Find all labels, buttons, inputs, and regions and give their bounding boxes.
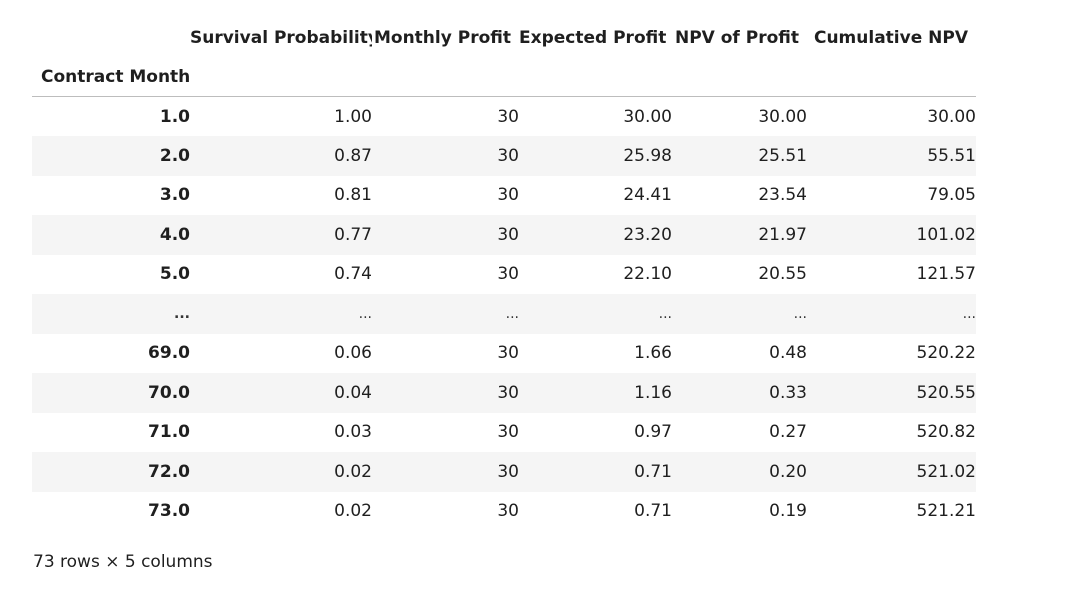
cell-npv-of-profit: 0.19	[769, 501, 807, 522]
cell-cumulative-npv: 520.82	[916, 422, 976, 443]
cell-survival-probability: 0.06	[334, 343, 372, 364]
dataframe-table: Survival Probability Monthly Profit Expe…	[32, 18, 976, 531]
column-header: Expected Profit	[519, 27, 667, 48]
cell-expected-profit: 0.71	[634, 501, 672, 522]
cell-npv-of-profit: 25.51	[758, 145, 807, 166]
column-header: NPV of Profit	[674, 27, 799, 48]
cell-survival-probability: 0.04	[334, 382, 372, 403]
cell-expected-profit: 1.66	[634, 343, 672, 364]
row-index: 72.0	[148, 461, 190, 482]
table-shape-caption: 73 rows × 5 columns	[33, 552, 213, 572]
row-index: 5.0	[159, 264, 190, 285]
cell-npv-of-profit: 30.00	[758, 106, 807, 127]
cell-cumulative-npv: 101.02	[916, 224, 976, 245]
header-blank	[372, 57, 519, 97]
index-header-row: Contract Month	[32, 57, 976, 97]
cell-expected-profit: 24.41	[623, 185, 672, 206]
dataframe-output: Survival Probability Monthly Profit Expe…	[32, 18, 976, 531]
row-index: 2.0	[159, 145, 190, 166]
table-row: 3.0 0.81 30 24.41 23.54 79.05	[32, 176, 976, 216]
cell-expected-profit: 0.97	[634, 422, 672, 443]
table-row: 71.0 0.03 30 0.97 0.27 520.82	[32, 413, 976, 453]
cell-expected-profit: 22.10	[623, 264, 672, 285]
cell-monthly-profit: ...	[505, 305, 519, 322]
cell-cumulative-npv: 79.05	[927, 185, 976, 206]
cell-cumulative-npv: 55.51	[927, 145, 976, 166]
table-row: 2.0 0.87 30 25.98 25.51 55.51	[32, 136, 976, 176]
cell-monthly-profit: 30	[497, 224, 519, 245]
cell-monthly-profit: 30	[497, 106, 519, 127]
table-row: 72.0 0.02 30 0.71 0.20 521.02	[32, 452, 976, 492]
column-header-row: Survival Probability Monthly Profit Expe…	[32, 18, 976, 57]
table-row: 4.0 0.77 30 23.20 21.97 101.02	[32, 215, 976, 255]
cell-survival-probability: 0.02	[334, 501, 372, 522]
cell-cumulative-npv: 520.55	[916, 382, 976, 403]
cell-monthly-profit: 30	[497, 501, 519, 522]
row-index: 3.0	[159, 185, 190, 206]
cell-npv-of-profit: 0.33	[769, 382, 807, 403]
cell-survival-probability: 1.00	[334, 106, 372, 127]
cell-expected-profit: 0.71	[634, 461, 672, 482]
header-blank	[807, 57, 976, 97]
cell-npv-of-profit: ...	[793, 305, 807, 322]
cell-cumulative-npv: 121.57	[916, 264, 976, 285]
table-row: 70.0 0.04 30 1.16 0.33 520.55	[32, 373, 976, 413]
row-index: 71.0	[148, 422, 190, 443]
cell-survival-probability: 0.74	[334, 264, 372, 285]
cell-cumulative-npv: ...	[962, 305, 976, 322]
cell-expected-profit: 23.20	[623, 224, 672, 245]
cell-cumulative-npv: 521.02	[916, 461, 976, 482]
cell-monthly-profit: 30	[497, 461, 519, 482]
table-row: 73.0 0.02 30 0.71 0.19 521.21	[32, 492, 976, 532]
cell-expected-profit: 1.16	[634, 382, 672, 403]
column-header: Monthly Profit	[373, 27, 511, 48]
row-index: 1.0	[159, 106, 190, 127]
cell-survival-probability: 0.81	[334, 185, 372, 206]
table-row: 1.0 1.00 30 30.00 30.00 30.00	[32, 97, 976, 137]
cell-survival-probability: 0.87	[334, 145, 372, 166]
cell-npv-of-profit: 20.55	[758, 264, 807, 285]
table-row: 69.0 0.06 30 1.66 0.48 520.22	[32, 334, 976, 374]
cell-monthly-profit: 30	[497, 145, 519, 166]
row-index: 69.0	[148, 343, 190, 364]
cell-npv-of-profit: 0.27	[769, 422, 807, 443]
header-blank	[519, 57, 672, 97]
cell-npv-of-profit: 0.20	[769, 461, 807, 482]
row-index: 73.0	[148, 501, 190, 522]
column-header: Cumulative NPV	[813, 27, 968, 48]
cell-npv-of-profit: 21.97	[758, 224, 807, 245]
cell-survival-probability: 0.03	[334, 422, 372, 443]
cell-survival-probability: 0.77	[334, 224, 372, 245]
table-row: 5.0 0.74 30 22.10 20.55 121.57	[32, 255, 976, 295]
row-index: 70.0	[148, 382, 190, 403]
cell-expected-profit: 25.98	[623, 145, 672, 166]
cell-survival-probability: 0.02	[334, 461, 372, 482]
index-name-header: Contract Month	[32, 57, 190, 97]
cell-monthly-profit: 30	[497, 422, 519, 443]
column-header: Survival Probability	[190, 27, 372, 48]
cell-npv-of-profit: 0.48	[769, 343, 807, 364]
cell-expected-profit: ...	[658, 305, 672, 322]
cell-npv-of-profit: 23.54	[758, 185, 807, 206]
cell-monthly-profit: 30	[497, 264, 519, 285]
truncation-row: ... ... ... ... ... ...	[32, 294, 976, 334]
cell-survival-probability: ...	[358, 305, 372, 322]
cell-monthly-profit: 30	[497, 343, 519, 364]
row-index: 4.0	[159, 224, 190, 245]
cell-expected-profit: 30.00	[623, 106, 672, 127]
header-blank	[672, 57, 807, 97]
header-blank	[190, 57, 372, 97]
cell-cumulative-npv: 30.00	[927, 106, 976, 127]
row-index: ...	[174, 305, 190, 322]
cell-cumulative-npv: 521.21	[916, 501, 976, 522]
cell-monthly-profit: 30	[497, 185, 519, 206]
header-blank	[32, 18, 190, 57]
cell-cumulative-npv: 520.22	[916, 343, 976, 364]
cell-monthly-profit: 30	[497, 382, 519, 403]
